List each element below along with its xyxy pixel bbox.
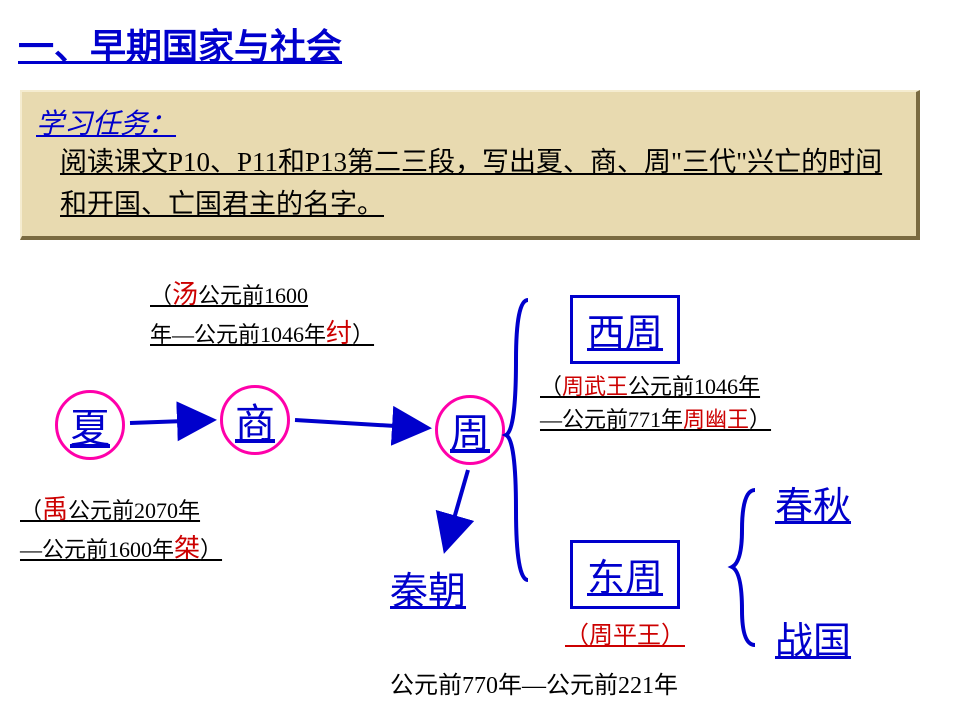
node-dongzhou: 东周 <box>570 540 680 609</box>
node-shang: 商 <box>220 385 290 455</box>
dongzhou-range: 公元前770年—公元前221年 <box>390 665 678 700</box>
node-xia: 夏 <box>55 390 125 460</box>
xizhou-last: 周幽王 <box>683 407 749 432</box>
txt: 公元前2070年 <box>68 498 200 523</box>
pingwang-caption: （周平王） <box>565 615 685 650</box>
shang-last: 纣 <box>326 319 352 348</box>
task-text: 阅读课文P10、P11和P13第二三段，写出夏、商、周"三代"兴亡的时间和开国、… <box>60 142 902 226</box>
shang-caption: （汤公元前1600 年—公元前1046年纣） <box>150 275 410 353</box>
txt: 公元前1046年 <box>628 374 760 399</box>
task-label: 学习任务： <box>36 109 176 140</box>
paren: ） <box>749 407 771 432</box>
txt: 年—公元前1046年 <box>150 322 326 347</box>
node-zhou: 周 <box>435 395 505 465</box>
txt: —公元前1600年 <box>20 537 174 562</box>
node-chunqiu: 春秋 <box>775 475 851 530</box>
xizhou-founder: 周武王 <box>562 374 628 399</box>
node-qin: 秦朝 <box>390 560 466 615</box>
node-xizhou: 西周 <box>570 295 680 364</box>
txt: 公元前1600 <box>198 283 308 308</box>
xia-founder: 禹 <box>42 495 68 524</box>
paren: （ <box>540 374 562 399</box>
txt: —公元前771年 <box>540 407 683 432</box>
shang-founder: 汤 <box>172 280 198 309</box>
xizhou-caption: （周武王公元前1046年 —公元前771年周幽王） <box>540 370 940 436</box>
paren: ） <box>200 537 222 562</box>
task-box: 学习任务： 阅读课文P10、P11和P13第二三段，写出夏、商、周"三代"兴亡的… <box>20 90 920 240</box>
node-zhanguo: 战国 <box>775 610 851 665</box>
page-title: 一、早期国家与社会 <box>18 18 342 70</box>
xia-caption: （禹公元前2070年 —公元前1600年桀） <box>20 490 290 568</box>
paren: （ <box>20 498 42 523</box>
xia-last: 桀 <box>174 534 200 563</box>
paren: ） <box>352 322 374 347</box>
paren: （ <box>150 283 172 308</box>
